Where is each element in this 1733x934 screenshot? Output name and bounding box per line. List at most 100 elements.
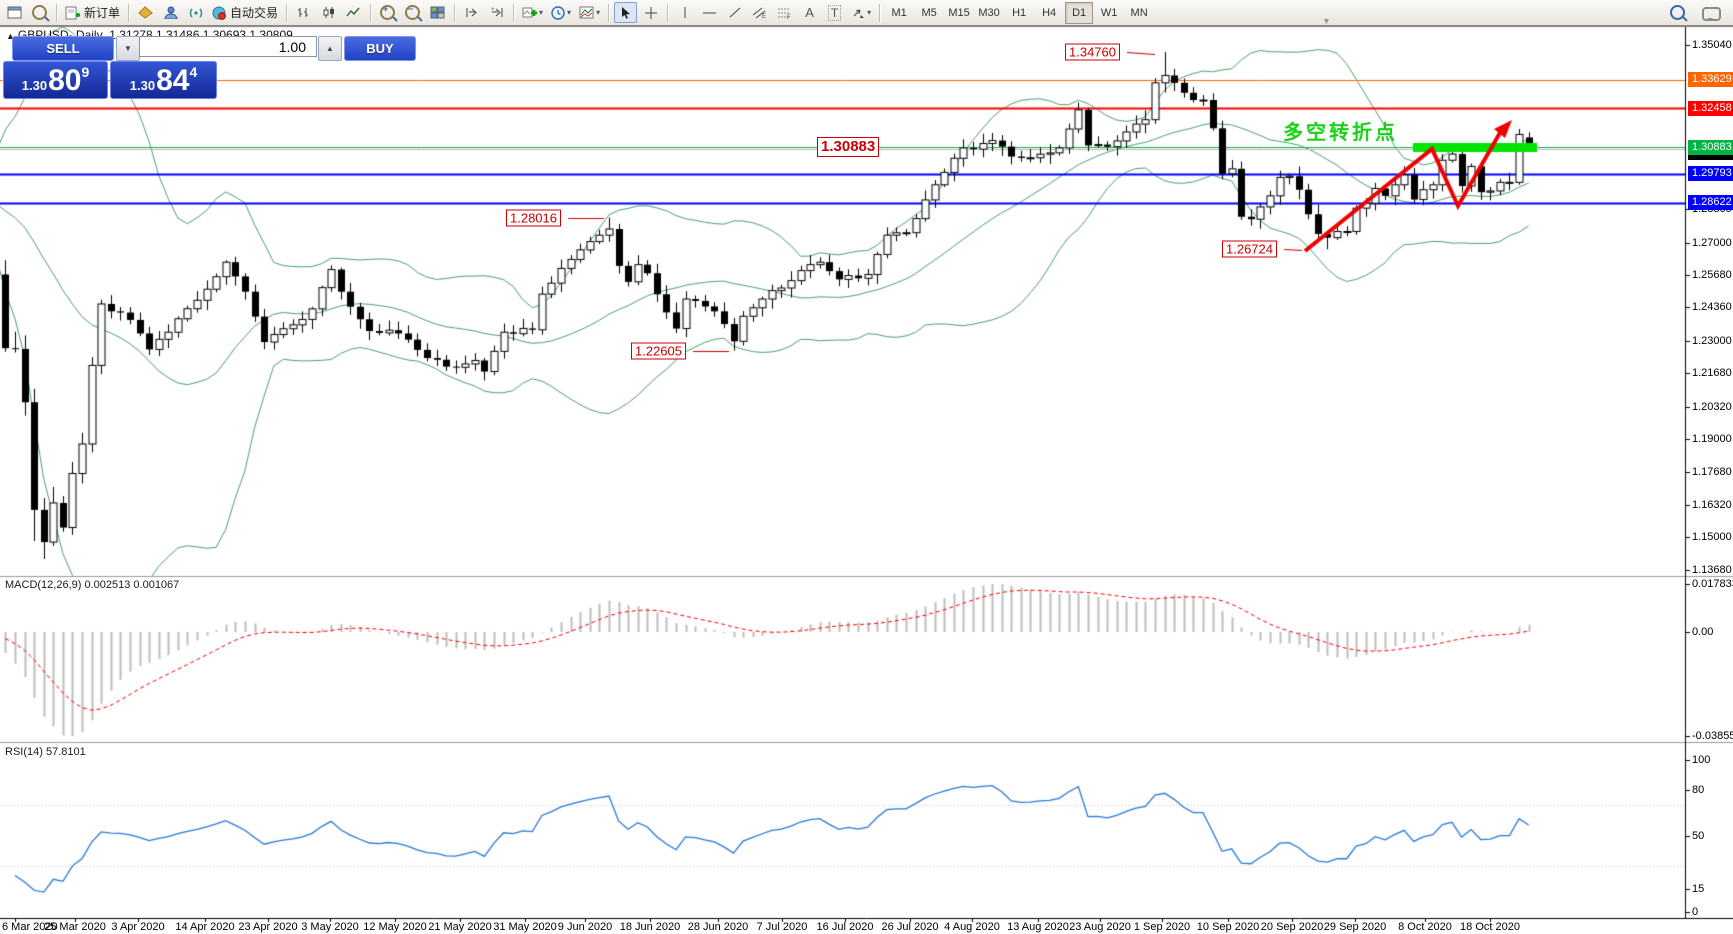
date-tick-label: 20 Sep 2020: [1260, 921, 1324, 933]
hline-price-box: 1.29793: [1688, 166, 1733, 182]
trendline-tool[interactable]: [723, 2, 746, 23]
fibonacci-tool[interactable]: F: [773, 2, 796, 23]
market-watch-button[interactable]: [134, 2, 157, 23]
toolbar-separator: [608, 3, 610, 22]
chart-shift-button[interactable]: +: [485, 2, 508, 23]
cursor-tool-button[interactable]: [614, 2, 638, 23]
timeframe-m30[interactable]: M30: [978, 6, 1000, 19]
signal-icon: [189, 8, 202, 18]
toolbar-separator: [513, 3, 515, 22]
hline-price-box: 1.28622: [1688, 195, 1733, 211]
volume-input[interactable]: [139, 36, 317, 57]
date-tick-label: 1 Sep 2020: [1133, 921, 1191, 933]
hline-price-box: 1.30883: [1688, 139, 1733, 155]
zoom-in-icon: +: [380, 4, 396, 20]
price-annotation-label[interactable]: 1.34760: [1065, 43, 1120, 61]
timeframe-d1[interactable]: D1: [1065, 1, 1094, 24]
bid-price-display[interactable]: 1.30 80 9: [3, 61, 108, 99]
new-order-button[interactable]: 新订单: [62, 2, 123, 23]
date-tick-label: 6 Mar 2020: [2, 921, 58, 933]
zoom-out-button[interactable]: −: [401, 2, 424, 23]
crosshair-tool-button[interactable]: [639, 2, 662, 23]
new-chart-button[interactable]: [3, 2, 26, 23]
autotrade-button[interactable]: 自动交易: [209, 2, 281, 23]
price-annotation-label[interactable]: 1.22605: [631, 342, 686, 360]
date-tick-label: 13 Aug 2020: [1007, 921, 1069, 933]
text-t-icon: A: [805, 5, 814, 20]
date-tick-label: 3 May 2020: [301, 921, 359, 933]
bid-main-digits: 80: [48, 64, 82, 97]
news-button[interactable]: [184, 2, 207, 23]
templates-icon: [579, 6, 594, 19]
timeframe-h1[interactable]: H1: [1012, 6, 1027, 19]
scroll-to-end-button[interactable]: [460, 2, 483, 23]
candle-chart-button[interactable]: [317, 2, 340, 23]
crosshair-icon: [644, 6, 657, 19]
zoom-in-button[interactable]: +: [376, 2, 399, 23]
buy-button[interactable]: BUY: [344, 36, 416, 61]
toolbar-separator: [128, 3, 130, 22]
price-tick-label: 1.27000: [1692, 236, 1732, 249]
timeframe-m1[interactable]: M1: [891, 6, 907, 19]
community-button[interactable]: [159, 2, 182, 23]
bid-prefix: 1.30: [21, 78, 48, 93]
line-chart-button[interactable]: [342, 2, 365, 23]
rsi-label: RSI(14) 57.8101: [5, 746, 86, 758]
timeframe-m15[interactable]: M15: [948, 6, 970, 19]
chat-button[interactable]: [1699, 2, 1724, 23]
timeframe-mn[interactable]: MN: [1130, 6, 1148, 19]
volume-decrease-button[interactable]: ▼: [116, 36, 140, 61]
period-button[interactable]: ▾: [548, 2, 574, 23]
vertical-line-tool[interactable]: [673, 2, 696, 23]
rsi-tick-label: 15: [1692, 883, 1705, 895]
search-button[interactable]: [1666, 2, 1689, 23]
print-preview-button[interactable]: [28, 2, 51, 23]
toolbar-separator: [56, 3, 57, 22]
toolbar-separator: [370, 3, 372, 22]
svg-text:+: +: [491, 7, 495, 13]
horizontal-line-tool[interactable]: [698, 2, 721, 23]
add-indicator-button[interactable]: ▾: [519, 2, 546, 23]
text-tool[interactable]: A: [798, 2, 821, 23]
sell-button[interactable]: SELL: [12, 36, 114, 61]
ask-pip-digit: 4: [189, 64, 198, 80]
channel-icon: E: [752, 7, 766, 19]
date-tick-label: 31 May 2020: [493, 921, 557, 933]
timeframe-h4[interactable]: H4: [1042, 6, 1057, 19]
templates-button[interactable]: ▾: [576, 2, 603, 23]
window-divider-grip[interactable]: ▼: [1322, 16, 1331, 26]
price-annotation-label[interactable]: 1.26724: [1222, 240, 1277, 258]
timeframe-w1[interactable]: W1: [1100, 6, 1118, 19]
arrows-tool[interactable]: ▾: [848, 2, 874, 23]
date-tick-label: 26 Jul 2020: [881, 921, 939, 933]
date-tick-label: 18 Oct 2020: [1460, 921, 1520, 933]
volume-increase-button[interactable]: ▲: [318, 36, 342, 61]
chevron-down-icon: ▾: [596, 8, 601, 17]
price-tick-label: 1.24360: [1692, 301, 1732, 314]
price-tick-label: 1.23000: [1692, 334, 1732, 347]
timeframe-m5[interactable]: M5: [921, 6, 937, 19]
autotrade-icon: [212, 6, 226, 20]
main-toolbar: 新订单 自动交易 + −: [0, 0, 1733, 26]
collapse-panel-arrow[interactable]: ▲: [6, 31, 15, 41]
price-annotation-label[interactable]: 1.30883: [817, 137, 880, 157]
label-tool[interactable]: T: [823, 2, 846, 23]
price-annotation-label[interactable]: 1.28016: [506, 209, 561, 227]
date-tick-label: 7 Jul 2020: [756, 921, 808, 933]
rsi-tick-label: 50: [1692, 830, 1705, 842]
cn-annotation-label[interactable]: 多空转折点: [1283, 122, 1398, 144]
rsi-tick-label: 100: [1692, 754, 1711, 766]
fibonacci-icon: F: [778, 8, 791, 19]
price-tick-label: 1.17680: [1692, 465, 1732, 478]
search-icon: [1670, 5, 1685, 20]
tile-windows-button[interactable]: [426, 2, 449, 23]
equidistant-channel-tool[interactable]: E: [748, 2, 771, 23]
date-tick-label: 10 Sep 2020: [1196, 921, 1260, 933]
ask-prefix: 1.30: [129, 78, 156, 93]
ask-price-display[interactable]: 1.30 84 4: [110, 61, 217, 99]
chevron-down-icon: ▾: [867, 8, 872, 17]
line-chart-icon: [346, 7, 360, 17]
bar-chart-button[interactable]: [292, 2, 315, 23]
price-tick-label: 1.19000: [1692, 433, 1732, 446]
